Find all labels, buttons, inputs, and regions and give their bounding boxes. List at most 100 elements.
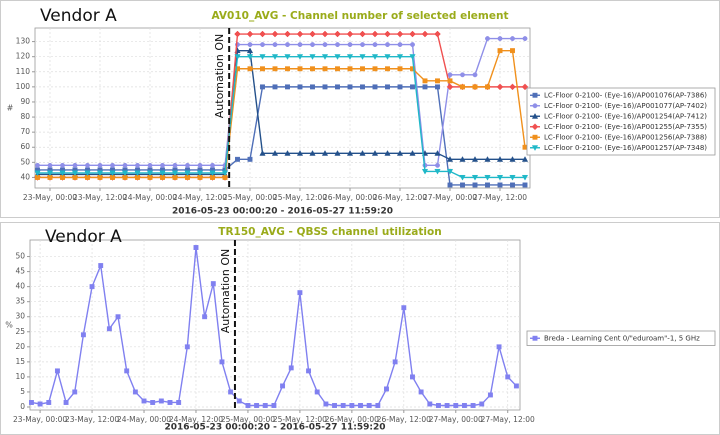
marker bbox=[158, 398, 164, 404]
marker bbox=[496, 83, 504, 91]
marker bbox=[246, 54, 254, 60]
marker bbox=[272, 66, 278, 72]
marker bbox=[472, 182, 478, 188]
marker bbox=[297, 84, 303, 90]
marker bbox=[167, 400, 173, 405]
marker bbox=[435, 78, 440, 84]
marker bbox=[296, 150, 304, 156]
marker bbox=[332, 403, 337, 408]
marker bbox=[322, 42, 328, 48]
y-axis-label: % bbox=[5, 321, 13, 330]
marker bbox=[310, 84, 315, 90]
series-line bbox=[37, 49, 526, 179]
marker bbox=[360, 84, 365, 90]
annotation-text: Automation ON bbox=[219, 249, 232, 333]
marker bbox=[259, 54, 266, 60]
marker bbox=[521, 174, 529, 181]
y-tick-label: 100 bbox=[16, 82, 31, 91]
marker bbox=[371, 30, 379, 38]
legend-marker bbox=[531, 113, 539, 119]
marker bbox=[434, 150, 441, 156]
marker bbox=[234, 30, 241, 38]
marker bbox=[335, 42, 340, 48]
marker bbox=[284, 30, 291, 38]
marker bbox=[284, 150, 291, 156]
legend-label: LC-Floor 0-2100- (Eye-16)/AP001077(AP-74… bbox=[544, 102, 707, 110]
y-tick-label: 25 bbox=[15, 327, 25, 336]
marker bbox=[271, 403, 277, 408]
marker bbox=[461, 403, 467, 408]
series-line bbox=[37, 49, 525, 176]
marker bbox=[228, 389, 234, 395]
marker bbox=[396, 30, 404, 38]
marker bbox=[497, 182, 503, 188]
x-tick-label: 23-May, 12:00 bbox=[73, 193, 127, 202]
marker bbox=[346, 30, 354, 38]
y-tick-label: 70 bbox=[20, 127, 30, 136]
marker bbox=[366, 403, 372, 408]
legend-label: LC-Floor 0-2100- (Eye-16)/AP001256(AP-73… bbox=[544, 133, 707, 141]
marker bbox=[210, 281, 216, 287]
marker bbox=[254, 403, 260, 408]
marker bbox=[372, 84, 378, 90]
marker bbox=[460, 72, 465, 78]
y-tick-label: 10 bbox=[15, 372, 25, 381]
marker bbox=[297, 66, 303, 72]
marker bbox=[409, 54, 416, 60]
marker bbox=[80, 332, 86, 338]
marker bbox=[487, 392, 493, 398]
marker bbox=[346, 54, 354, 60]
marker bbox=[371, 150, 379, 156]
marker bbox=[496, 156, 504, 162]
marker bbox=[347, 42, 353, 48]
marker bbox=[89, 284, 95, 290]
legend-box bbox=[526, 330, 716, 346]
marker bbox=[396, 54, 404, 60]
x-tick-label: 26-May, 12:00 bbox=[377, 415, 431, 424]
marker bbox=[434, 168, 441, 175]
marker bbox=[323, 401, 329, 407]
marker bbox=[280, 383, 286, 389]
marker bbox=[106, 326, 112, 332]
marker bbox=[335, 66, 340, 72]
legend: LC-Floor 0-2100- (Eye-16)/AP001076(AP-73… bbox=[526, 87, 716, 156]
marker bbox=[184, 170, 191, 177]
marker bbox=[496, 344, 502, 350]
marker bbox=[122, 162, 128, 168]
marker bbox=[358, 403, 363, 408]
marker bbox=[314, 389, 320, 395]
marker bbox=[359, 54, 366, 60]
marker bbox=[447, 78, 453, 84]
marker bbox=[522, 144, 528, 150]
marker bbox=[385, 84, 390, 90]
x-tick-label: 25-May, 00:00 bbox=[223, 193, 277, 202]
x-tick-label: 27-May, 12:00 bbox=[481, 415, 535, 424]
marker bbox=[284, 54, 291, 60]
marker bbox=[219, 359, 225, 365]
marker bbox=[472, 72, 478, 78]
x-axis-subtitle: 2016-05-23 00:00:20 - 2016-05-27 11:59:2… bbox=[172, 207, 393, 217]
marker bbox=[371, 54, 379, 60]
marker bbox=[246, 47, 254, 54]
x-tick-label: 26-May, 00:00 bbox=[323, 193, 377, 202]
annotation-text: Automation ON bbox=[213, 34, 226, 118]
vendor-label: Vendor A bbox=[45, 227, 122, 247]
legend-label: LC-Floor 0-2100- (Eye-16)/AP001257(AP-73… bbox=[544, 144, 707, 152]
marker bbox=[160, 162, 165, 168]
marker bbox=[372, 42, 378, 48]
marker bbox=[259, 150, 266, 156]
marker bbox=[59, 170, 66, 177]
marker bbox=[359, 30, 366, 38]
marker bbox=[272, 42, 278, 48]
marker bbox=[247, 42, 253, 48]
marker bbox=[334, 150, 341, 156]
marker bbox=[470, 403, 476, 408]
marker bbox=[522, 182, 528, 188]
marker bbox=[98, 263, 104, 269]
marker bbox=[384, 54, 391, 60]
marker bbox=[197, 162, 203, 168]
marker bbox=[401, 305, 407, 311]
marker bbox=[310, 66, 315, 72]
marker bbox=[271, 150, 279, 156]
marker bbox=[397, 42, 403, 48]
